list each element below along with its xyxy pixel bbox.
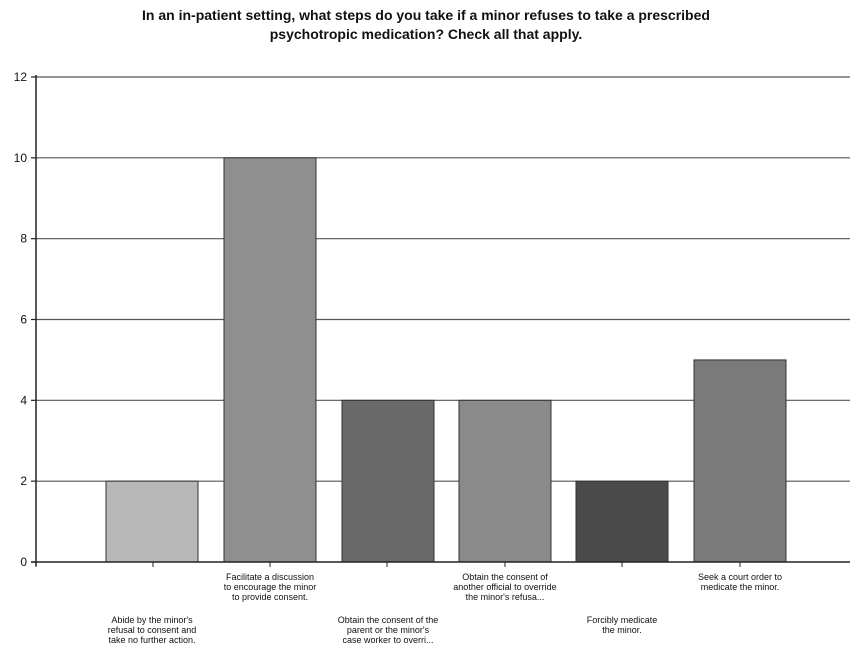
category-label: Obtain the consent of another official to… xyxy=(453,572,556,602)
category-label: Seek a court order to medicate the minor. xyxy=(698,572,782,592)
y-tick-label: 8 xyxy=(20,232,27,246)
category-label: Facilitate a discussion to encourage the … xyxy=(224,572,317,602)
category-label-line: Facilitate a discussion xyxy=(226,572,314,582)
y-tick-label: 12 xyxy=(14,70,28,84)
category-label: Forcibly medicate the minor. xyxy=(587,615,658,635)
y-tick-label: 6 xyxy=(20,313,27,327)
category-label: Abide by the minor's refusal to consent a… xyxy=(108,615,197,645)
category-label-line: Seek a court order to xyxy=(698,572,782,582)
bar xyxy=(575,480,669,563)
y-tick-label: 4 xyxy=(20,393,27,407)
bar xyxy=(105,480,199,563)
category-label-line: another official to override xyxy=(453,582,556,592)
chart-title-line-1: In an in-patient setting, what steps do … xyxy=(142,7,710,23)
chart-title: In an in-patient setting, what steps do … xyxy=(40,6,812,44)
category-labels: Abide by the minor's refusal to consent a… xyxy=(108,572,782,645)
bar xyxy=(223,157,317,563)
category-label-line: Abide by the minor's xyxy=(111,615,193,625)
bars xyxy=(105,157,787,563)
category-label-line: the minor's refusa... xyxy=(466,592,545,602)
category-label-line: take no further action. xyxy=(108,635,195,645)
axes xyxy=(31,75,850,567)
y-tick-label: 10 xyxy=(14,151,28,165)
category-label-line: parent or the minor's xyxy=(347,625,430,635)
category-label-line: medicate the minor. xyxy=(701,582,780,592)
y-tick-labels: 0 2 4 6 8 10 12 xyxy=(14,70,28,569)
category-label-line: refusal to consent and xyxy=(108,625,197,635)
category-label-line: to provide consent. xyxy=(232,592,308,602)
category-label: Obtain the consent of the parent or the m… xyxy=(338,615,439,645)
bar xyxy=(693,359,787,563)
bar xyxy=(458,399,552,563)
category-label-line: case worker to overri... xyxy=(342,635,433,645)
category-label-line: to encourage the minor xyxy=(224,582,317,592)
bar xyxy=(341,399,435,563)
category-label-line: Obtain the consent of xyxy=(462,572,548,582)
category-label-line: the minor. xyxy=(602,625,642,635)
category-label-line: Obtain the consent of the xyxy=(338,615,439,625)
y-tick-label: 2 xyxy=(20,474,27,488)
chart-title-line-2: psychotropic medication? Check all that … xyxy=(269,26,583,42)
y-tick-label: 0 xyxy=(20,555,27,569)
category-label-line: Forcibly medicate xyxy=(587,615,658,625)
